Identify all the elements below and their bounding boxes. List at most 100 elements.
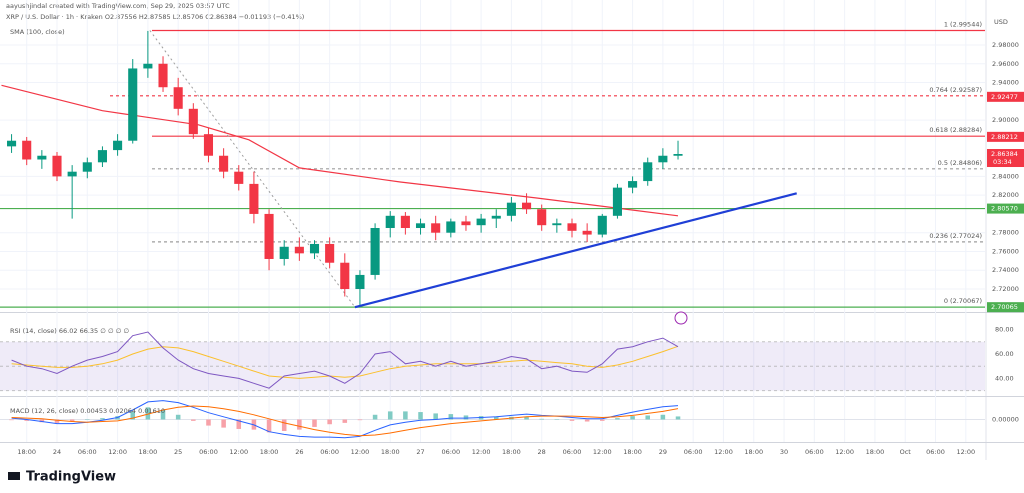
macd-histogram [660,414,666,420]
y-tick-label: 2.96000 [992,60,1019,68]
candle-body [188,108,198,135]
macd-histogram [175,414,181,420]
macd-histogram [130,411,136,420]
y-tick-label: 2.90000 [992,116,1019,124]
macd-histogram [100,418,105,420]
candle-body [446,221,456,233]
x-tick-label: 26 [295,448,303,456]
x-tick-label: 18:00 [502,448,521,456]
macd-histogram [312,419,317,427]
price-label-box [987,203,1024,214]
candle-body [658,155,668,163]
candle-body [309,243,320,254]
candle-body [567,223,577,231]
fib-label: 0.764 (2.92587) [929,86,982,94]
candle-body [537,209,547,226]
price-label: 2.92477 [991,93,1018,101]
macd-histogram [403,411,408,420]
y-tick-label: 0.00000 [992,416,1019,424]
y-tick-label: 2.72000 [992,285,1019,293]
macd-line [11,400,679,439]
candle-body [22,140,32,160]
fib-label: 1 (2.99544) [944,21,982,29]
countdown: 03:34 [993,158,1012,166]
macd-histogram [493,416,499,420]
candle-body [219,155,229,172]
indicator-legend: RSI (14, close) 66.02 66.35 ∅ ∅ ∅ ∅ [10,327,129,335]
x-tick-label: 06:00 [320,448,339,456]
fib-label: 0.5 (2.84806) [938,159,982,167]
y-tick-label: 60.00 [995,350,1014,358]
fib-label: 0.618 (2.88284) [929,126,982,134]
x-tick-label: 18:00 [260,448,279,456]
candle-body [279,246,289,259]
candle-body [52,155,62,177]
macd-histogram [54,419,60,423]
currency: USD [994,18,1008,26]
x-tick-label: 06:00 [199,448,218,456]
candle-body [597,215,607,235]
x-tick-label: 18:00 [866,448,885,456]
x-tick-label: 12:00 [835,448,854,456]
y-tick-label: 2.84000 [992,172,1019,180]
x-tick-label: Oct [900,448,912,456]
y-tick-label: 2.74000 [992,266,1019,274]
indicator-legend: MACD (12, 26, close) 0.00453 0.02064 0.0… [10,407,165,415]
macd-histogram [39,419,45,423]
macd-histogram [9,419,14,421]
symbol-legend: XRP / U.S. Dollar · 1h · Kraken O2.87556… [6,13,304,21]
x-tick-label: 24 [53,448,61,456]
alert-icon[interactable] [674,311,688,325]
macd-histogram [554,419,560,420]
macd-histogram [524,416,529,420]
logo-mark [8,472,20,480]
candle-body [370,228,380,275]
y-tick-label: 2.82000 [992,191,1019,199]
y-tick-label: 40.00 [995,374,1014,382]
macd-histogram [584,419,590,422]
x-tick-label: 30 [780,448,788,456]
x-tick-label: 18:00 [744,448,763,456]
candle-body [476,218,486,226]
x-tick-label: 06:00 [926,448,945,456]
macd-histogram [342,419,348,423]
macd-histogram [145,407,151,420]
macd-histogram [191,419,196,421]
y-tick-label: 2.76000 [992,247,1019,255]
y-tick-label: 2.94000 [992,79,1019,87]
x-tick-label: 18:00 [17,448,36,456]
x-tick-label: 06:00 [805,448,824,456]
x-tick-label: 25 [174,448,182,456]
candle-body [97,150,107,163]
candle-body [385,215,395,229]
x-tick-label: 12:00 [472,448,491,456]
x-tick-label: 18:00 [139,448,158,456]
candle-body [461,221,471,226]
fib-label: 0 (2.70067) [944,297,982,305]
x-tick-label: 12:00 [714,448,733,456]
candle-body [522,202,532,210]
macd-histogram [24,419,29,421]
rsi-line [11,331,679,389]
macd-histogram [675,416,681,420]
x-tick-label: 27 [416,448,424,456]
candle-body [628,181,638,188]
candle-body [143,63,153,69]
y-tick-label: 2.78000 [992,229,1019,237]
candle-body [82,162,92,172]
rsi-line [11,345,679,379]
price-label-box [987,131,1024,142]
macd-histogram [281,419,287,431]
x-tick-label: 06:00 [78,448,97,456]
candle-body [37,155,47,160]
candle-body [491,215,501,219]
x-tick-label: 28 [538,448,546,456]
macd-histogram [266,419,272,433]
macd-histogram [327,419,332,425]
candle-body [582,230,592,235]
logo-text: TradingView [26,470,116,485]
candle-body [643,162,653,182]
macd-histogram [160,410,166,420]
